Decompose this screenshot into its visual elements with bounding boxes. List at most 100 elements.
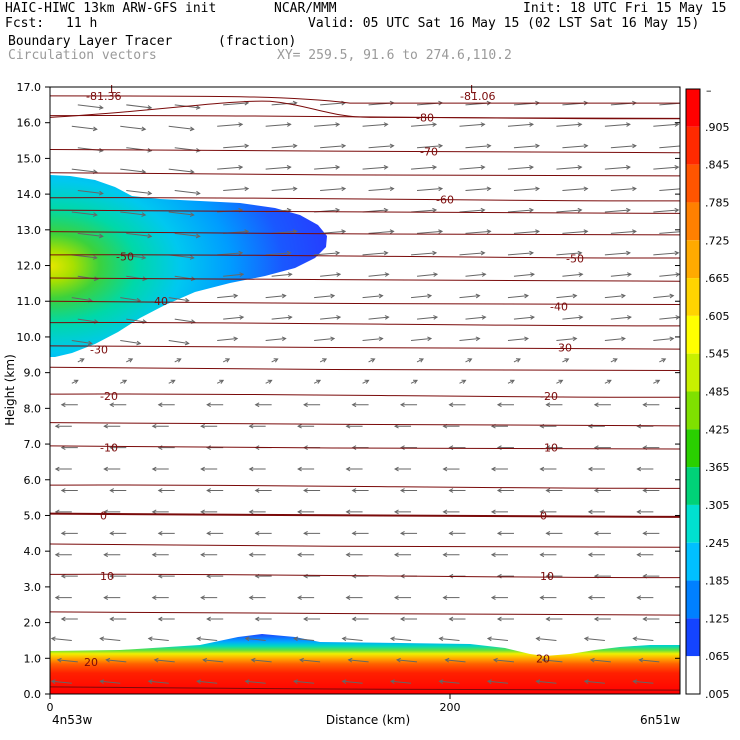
vector-arrow — [556, 293, 578, 299]
vector-head — [281, 293, 287, 299]
vector-head — [103, 552, 109, 558]
vector-shaft — [71, 297, 92, 302]
x-axis: 0 200 — [47, 694, 461, 714]
vector-shaft — [507, 166, 534, 170]
vector-shaft — [120, 379, 127, 384]
vector-head — [448, 445, 454, 450]
vector-head — [336, 315, 342, 320]
isotherm-line — [50, 197, 680, 202]
vector-head — [189, 255, 195, 260]
vector-shaft — [217, 252, 243, 256]
vector-head — [433, 272, 439, 277]
vector-shaft — [342, 680, 363, 684]
vector-head — [589, 657, 595, 663]
vector-arrow — [368, 229, 395, 235]
vector-head — [621, 336, 626, 342]
vector-arrow — [496, 530, 514, 536]
vector-head — [50, 636, 56, 642]
vector-shaft — [465, 230, 491, 234]
vector-arrow — [448, 488, 466, 493]
vector-head — [480, 165, 486, 170]
colorbar-label: .905 — [705, 121, 730, 134]
vector-arrow — [604, 336, 626, 342]
vector-shaft — [265, 295, 286, 299]
vector-head — [378, 336, 384, 342]
vector-shaft — [410, 123, 437, 127]
vector-shaft — [245, 637, 266, 641]
vector-head — [109, 573, 115, 579]
vector-shaft — [459, 295, 480, 299]
vector-head — [345, 509, 351, 515]
vector-shaft — [77, 318, 98, 323]
vector-arrow — [271, 143, 298, 149]
vector-arrow — [587, 595, 605, 600]
isotherm-label: -30 — [90, 343, 108, 356]
vector-arrow — [410, 293, 433, 299]
vector-arrow — [254, 488, 272, 493]
vector-shaft — [223, 102, 249, 106]
vector-head — [626, 250, 631, 256]
valid-time: Valid: 05 UTC Sat 16 May 15 (02 LST Sat … — [308, 16, 700, 31]
vector-arrow — [362, 165, 389, 170]
vector-shaft — [348, 659, 369, 663]
colorbar-label: .485 — [705, 386, 730, 399]
vector-arrow — [320, 315, 342, 320]
vector-head — [627, 315, 632, 320]
isotherm-line — [50, 254, 680, 259]
vector-arrow — [636, 509, 654, 515]
vector-shaft — [168, 340, 189, 345]
vector-shaft — [51, 637, 72, 641]
vector-shaft — [120, 297, 141, 302]
vector-arrow — [459, 250, 486, 256]
vector-head — [273, 358, 279, 363]
vector-head — [448, 488, 454, 493]
vector-arrow — [399, 402, 418, 408]
vector-head — [341, 229, 347, 235]
vector-head — [351, 530, 357, 536]
vector-head — [98, 105, 104, 110]
vector-head — [661, 358, 667, 363]
vector-head — [297, 509, 302, 515]
vector-head — [587, 423, 593, 429]
vector-shaft — [556, 252, 582, 256]
vector-head — [467, 358, 473, 363]
vector-arrow — [293, 636, 315, 642]
vector-shaft — [410, 379, 418, 384]
vector-head — [341, 636, 347, 642]
vector-shaft — [271, 188, 297, 192]
x-tick-label: 200 — [440, 701, 461, 714]
vector-arrow — [416, 315, 439, 320]
vector-arrow — [103, 466, 121, 472]
vector-head — [438, 143, 444, 149]
vector-head — [79, 358, 85, 363]
vector-arrow — [217, 336, 239, 342]
vector-arrow — [351, 616, 369, 622]
vector-arrow — [642, 402, 660, 408]
vector-head — [413, 379, 418, 384]
vector-arrow — [303, 488, 321, 493]
vector-arrow — [120, 254, 147, 260]
vector-arrow — [206, 402, 224, 408]
vector-head — [390, 679, 395, 684]
vector-arrow — [297, 509, 315, 515]
y-tick-label: 13.0 — [17, 224, 42, 237]
vector-head — [54, 466, 60, 472]
vector-arrow — [368, 272, 390, 277]
vector-arrow — [202, 657, 224, 663]
vector-head — [206, 530, 211, 536]
vector-shaft — [465, 358, 472, 363]
vector-arrow — [157, 488, 175, 493]
vector-shaft — [507, 209, 534, 213]
vector-arrow — [459, 122, 486, 127]
vector-head — [621, 293, 626, 299]
vector-shaft — [465, 188, 491, 192]
vector-arrow — [459, 165, 486, 170]
vector-arrow — [248, 595, 266, 600]
vector-head — [632, 143, 637, 149]
vector-shaft — [368, 316, 389, 320]
vector-shaft — [148, 637, 169, 641]
vector-head — [151, 595, 157, 600]
vector-arrow — [604, 250, 631, 256]
vector-arrow — [465, 358, 473, 363]
vector-head — [669, 293, 675, 299]
